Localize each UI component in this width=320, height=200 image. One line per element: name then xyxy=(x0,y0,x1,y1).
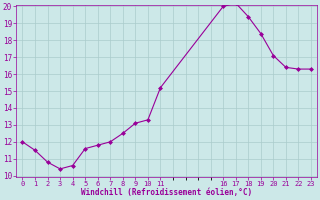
X-axis label: Windchill (Refroidissement éolien,°C): Windchill (Refroidissement éolien,°C) xyxy=(81,188,252,197)
